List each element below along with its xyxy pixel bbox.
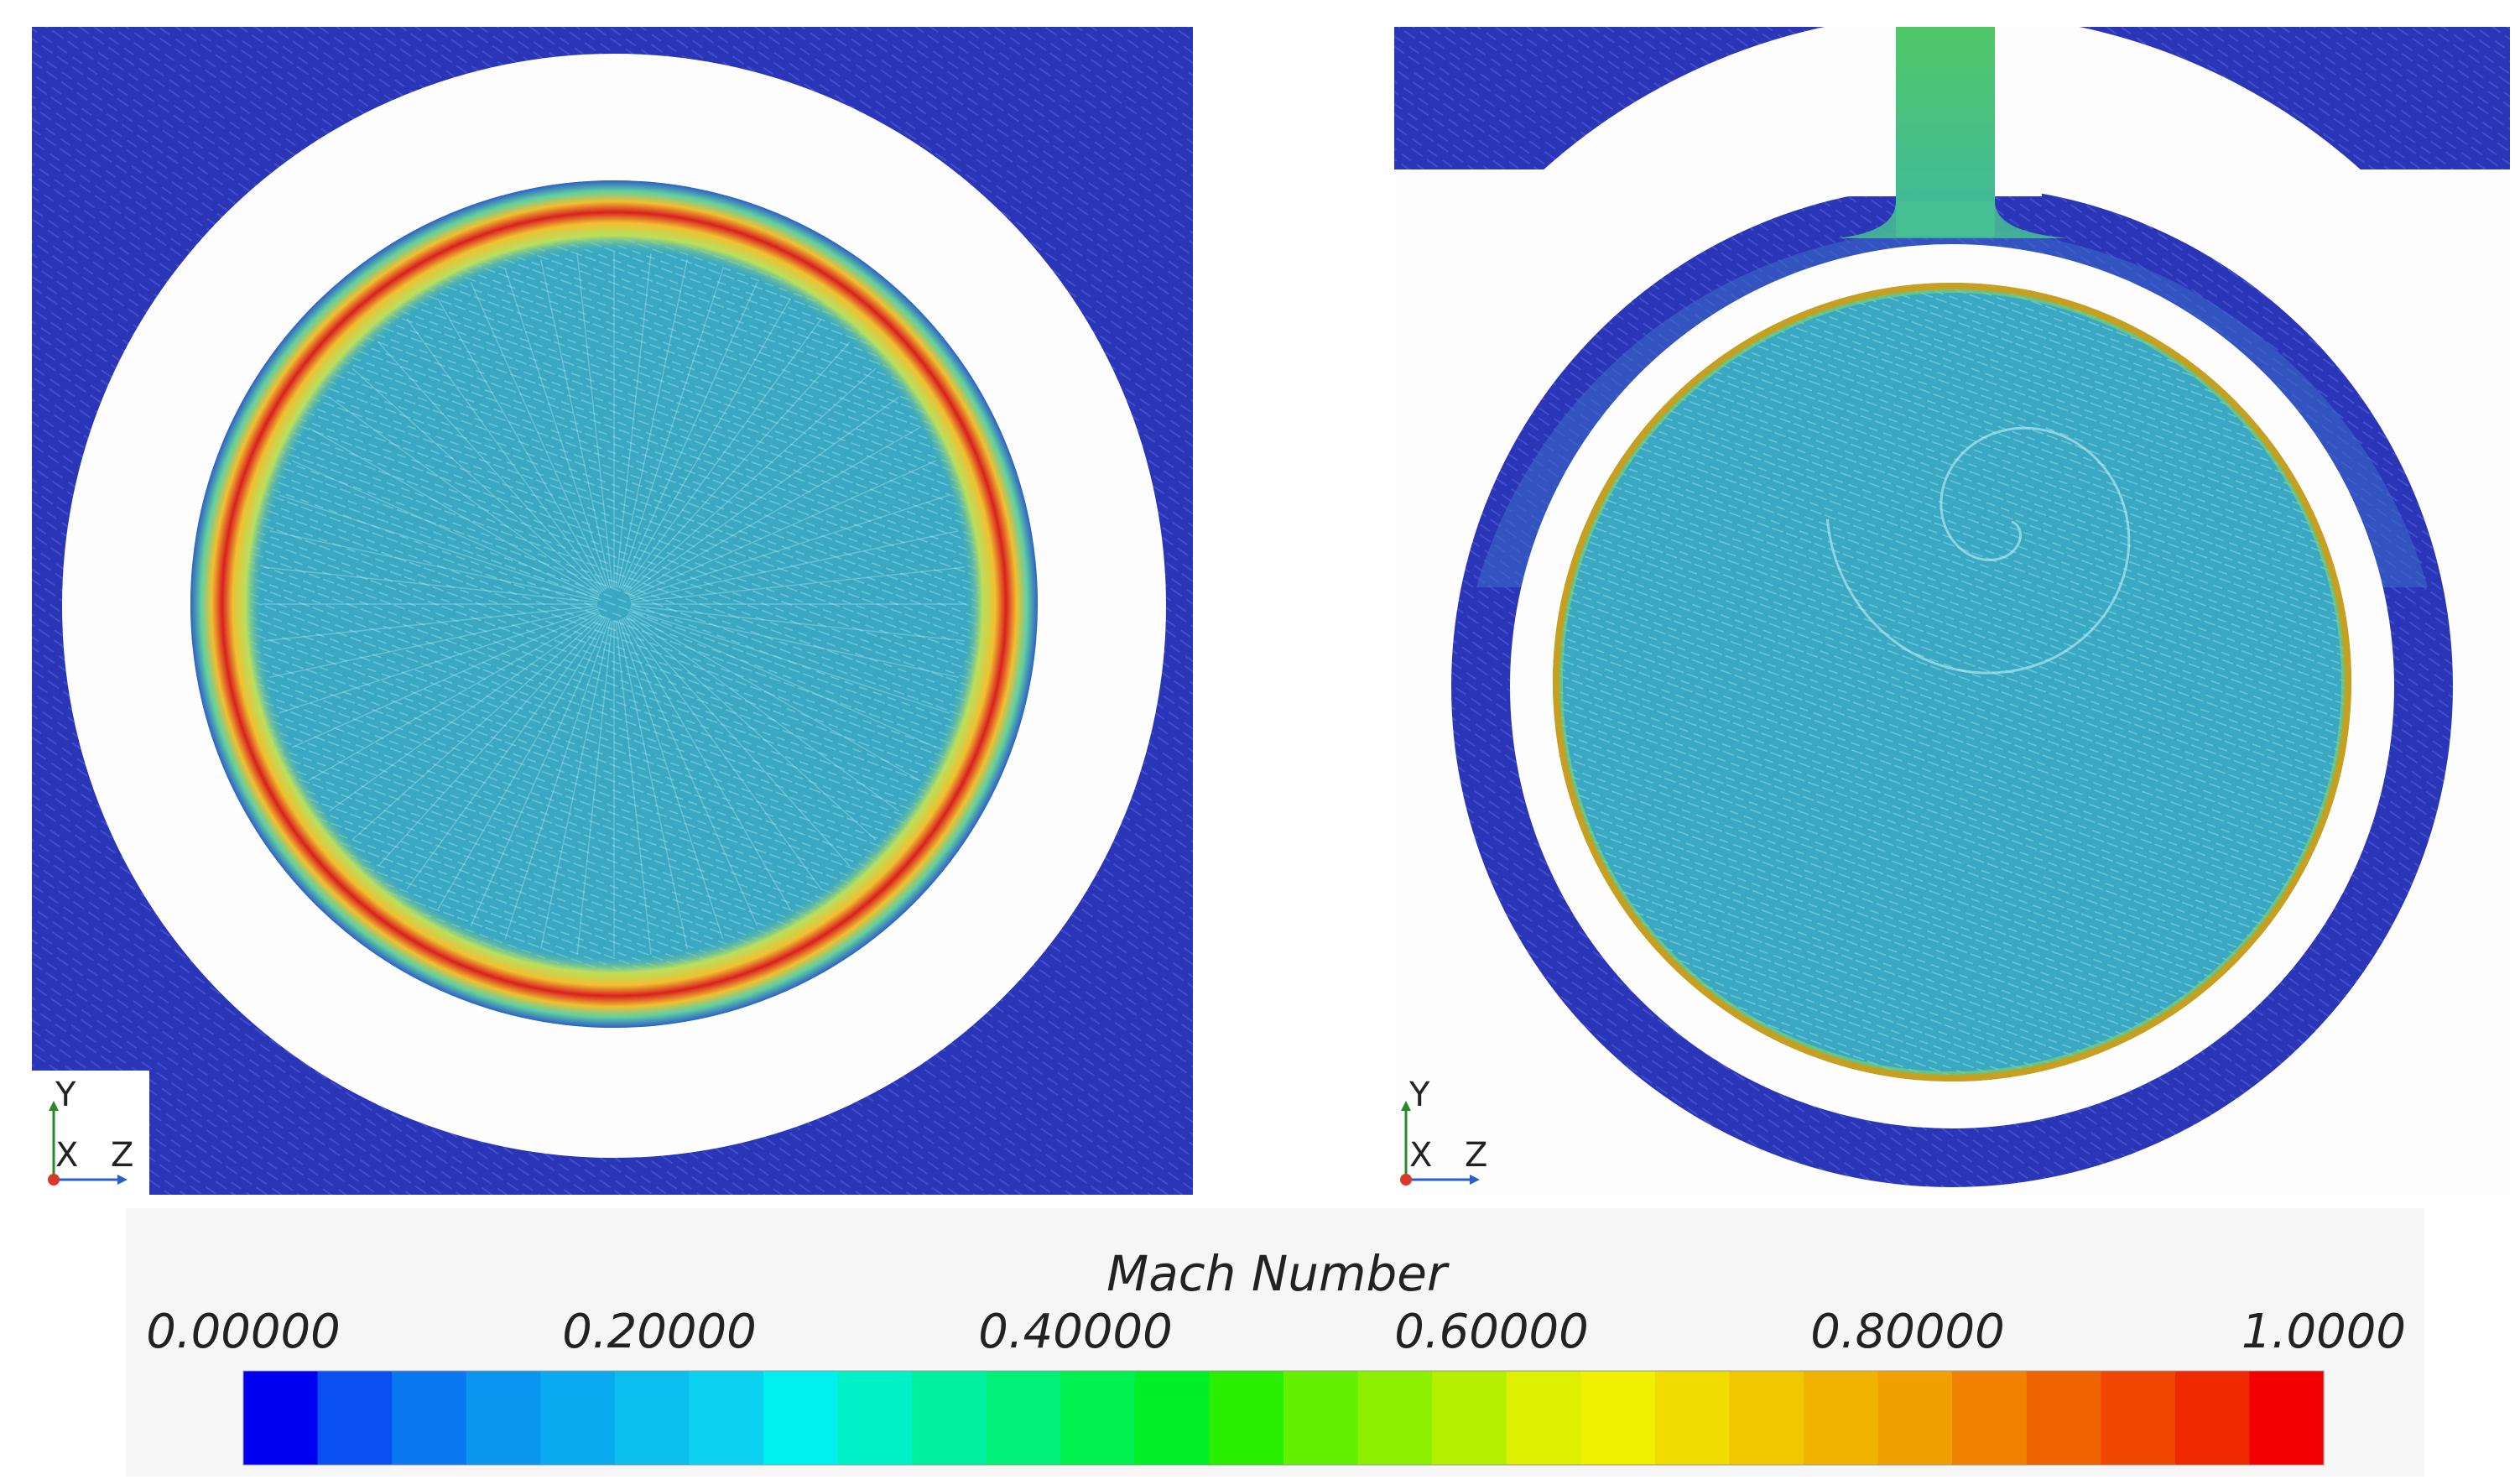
colorbar-tick-label: 0.60000 — [1394, 1305, 1589, 1359]
colorbar-swatch — [1134, 1371, 1211, 1465]
right-inner-disk-edge — [1553, 283, 2351, 1081]
colorbar-swatch — [1580, 1371, 1656, 1465]
colorbar-swatch — [466, 1371, 541, 1465]
colorbar-swatch — [317, 1371, 393, 1465]
colorbar-title: Mach Number — [1106, 1245, 1450, 1302]
colorbar-swatch — [1804, 1371, 1879, 1465]
right-axis-triad: Y X Z — [1400, 1076, 1487, 1186]
colorbar-swatch — [1432, 1371, 1507, 1465]
colorbar-swatch — [912, 1371, 987, 1465]
colorbar-swatch — [2249, 1371, 2325, 1465]
colorbar-ticks: 0.00000 0.20000 0.40000 0.60000 0.80000 1.000… — [146, 1305, 2406, 1359]
colorbar-swatch — [2174, 1371, 2251, 1465]
colorbar-swatch — [837, 1371, 913, 1465]
colorbar-tick-label: 0.80000 — [1810, 1305, 2005, 1359]
colorbar-swatch — [1209, 1371, 1284, 1465]
colorbar: Mach Number 0.00000 0.20000 0.40000 0.60000… — [126, 1208, 2424, 1477]
colorbar-swatch — [986, 1371, 1061, 1465]
right-panel — [1394, 27, 2510, 1195]
left-x-label: X — [55, 1136, 78, 1175]
right-inner-disk — [1553, 283, 2351, 1081]
colorbar-swatch — [1506, 1371, 1581, 1465]
colorbar-swatch — [243, 1371, 319, 1465]
left-panel — [32, 27, 1193, 1195]
left-axis-triad: Y X Z — [32, 1071, 149, 1196]
colorbar-tick-label: 0.00000 — [146, 1305, 341, 1359]
colorbar-tick-label: 1.0000 — [2241, 1305, 2406, 1359]
left-inner-disk-ring — [190, 180, 1038, 1028]
right-y-label: Y — [1408, 1076, 1430, 1114]
colorbar-swatch — [2101, 1371, 2176, 1465]
colorbar-swatch — [1654, 1371, 1731, 1465]
colorbar-swatch — [2026, 1371, 2101, 1465]
colorbar-swatch — [1283, 1371, 1359, 1465]
colorbar-swatch — [1877, 1371, 1953, 1465]
left-y-label: Y — [55, 1076, 76, 1114]
colorbar-swatches — [243, 1371, 2325, 1465]
colorbar-swatch — [763, 1371, 839, 1465]
colorbar-swatch — [392, 1371, 467, 1465]
colorbar-swatch — [1060, 1371, 1136, 1465]
colorbar-tick-label: 0.40000 — [978, 1305, 1173, 1359]
left-z-label: Z — [111, 1136, 133, 1175]
colorbar-swatch — [1952, 1371, 2028, 1465]
colorbar-tick-label: 0.20000 — [562, 1305, 757, 1359]
colorbar-swatch — [689, 1371, 764, 1465]
right-z-label: Z — [1465, 1136, 1487, 1175]
right-x-label: X — [1409, 1136, 1432, 1175]
colorbar-swatch — [1729, 1371, 1804, 1465]
right-inlet-junction — [1837, 201, 2067, 238]
colorbar-swatch — [540, 1371, 616, 1465]
colorbar-swatch — [1357, 1371, 1433, 1465]
left-radial-streaks — [262, 252, 966, 956]
colorbar-swatch — [614, 1371, 690, 1465]
right-vortex — [1825, 426, 2131, 675]
